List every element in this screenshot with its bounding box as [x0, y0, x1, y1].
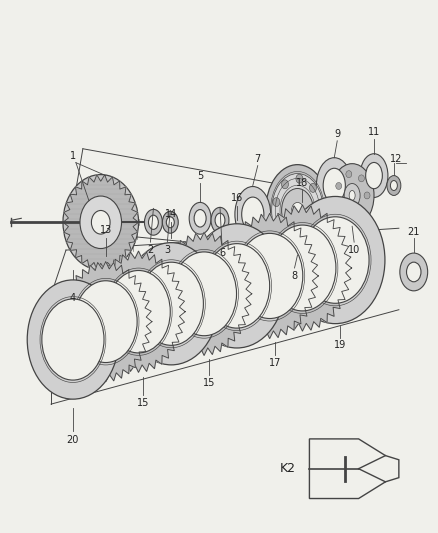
Ellipse shape [292, 203, 304, 219]
Ellipse shape [242, 197, 264, 231]
Text: 18: 18 [297, 177, 309, 188]
Ellipse shape [346, 213, 352, 220]
Ellipse shape [358, 175, 364, 182]
Ellipse shape [272, 174, 323, 247]
Polygon shape [92, 251, 185, 373]
Ellipse shape [166, 217, 174, 228]
Ellipse shape [211, 207, 229, 233]
Ellipse shape [400, 253, 427, 291]
Ellipse shape [74, 281, 137, 362]
Polygon shape [253, 205, 352, 331]
Ellipse shape [274, 219, 281, 228]
Ellipse shape [124, 243, 219, 365]
Text: 1: 1 [70, 151, 76, 161]
Text: 4: 4 [70, 293, 76, 303]
Text: 7: 7 [254, 154, 261, 164]
Ellipse shape [296, 174, 303, 183]
Ellipse shape [406, 262, 421, 282]
Ellipse shape [204, 244, 270, 328]
Text: 21: 21 [408, 227, 420, 237]
Ellipse shape [349, 190, 355, 200]
Ellipse shape [215, 213, 225, 228]
Ellipse shape [172, 252, 237, 336]
Ellipse shape [282, 189, 314, 232]
Text: 13: 13 [99, 225, 112, 235]
Ellipse shape [266, 165, 329, 256]
Ellipse shape [300, 237, 307, 246]
Ellipse shape [282, 180, 289, 189]
Ellipse shape [286, 197, 385, 324]
Ellipse shape [366, 163, 382, 189]
Ellipse shape [189, 203, 211, 234]
Ellipse shape [107, 270, 170, 353]
Ellipse shape [194, 209, 206, 227]
Ellipse shape [162, 212, 178, 233]
Polygon shape [221, 213, 318, 338]
Ellipse shape [330, 164, 374, 227]
Ellipse shape [139, 262, 203, 345]
Text: 3: 3 [164, 245, 170, 255]
Ellipse shape [235, 187, 271, 242]
Ellipse shape [387, 175, 401, 196]
Text: 10: 10 [348, 245, 360, 255]
Polygon shape [63, 175, 138, 270]
Ellipse shape [148, 215, 159, 229]
Ellipse shape [316, 203, 323, 212]
Text: 16: 16 [231, 193, 243, 204]
Text: 20: 20 [67, 435, 79, 445]
Polygon shape [60, 262, 152, 382]
Text: 5: 5 [197, 171, 203, 181]
Ellipse shape [390, 181, 397, 190]
Text: 19: 19 [334, 341, 346, 351]
Ellipse shape [358, 209, 364, 216]
Text: 15: 15 [137, 398, 150, 408]
Text: 14: 14 [165, 209, 177, 220]
Ellipse shape [364, 192, 370, 199]
Ellipse shape [145, 209, 162, 235]
Ellipse shape [316, 158, 352, 213]
Ellipse shape [344, 183, 360, 207]
Ellipse shape [63, 175, 138, 270]
Text: 2: 2 [147, 245, 154, 255]
Ellipse shape [269, 225, 336, 311]
Ellipse shape [346, 171, 352, 177]
Text: K2: K2 [279, 462, 296, 475]
Ellipse shape [273, 198, 280, 207]
Ellipse shape [237, 233, 303, 319]
Text: 8: 8 [291, 271, 297, 281]
Ellipse shape [336, 201, 342, 208]
Text: 15: 15 [203, 378, 215, 388]
Ellipse shape [189, 224, 285, 348]
Ellipse shape [27, 280, 119, 399]
Text: 9: 9 [334, 129, 340, 139]
Ellipse shape [336, 182, 342, 189]
Ellipse shape [285, 235, 292, 244]
Ellipse shape [360, 154, 388, 197]
Text: 12: 12 [390, 154, 402, 164]
Ellipse shape [80, 196, 121, 248]
Ellipse shape [312, 224, 319, 233]
Polygon shape [156, 232, 252, 356]
Text: 11: 11 [368, 127, 380, 137]
Ellipse shape [92, 211, 110, 234]
Ellipse shape [323, 168, 345, 203]
Ellipse shape [301, 217, 369, 303]
Text: 6: 6 [219, 248, 225, 258]
Ellipse shape [42, 299, 104, 380]
Ellipse shape [310, 183, 316, 192]
Text: 17: 17 [268, 358, 281, 368]
